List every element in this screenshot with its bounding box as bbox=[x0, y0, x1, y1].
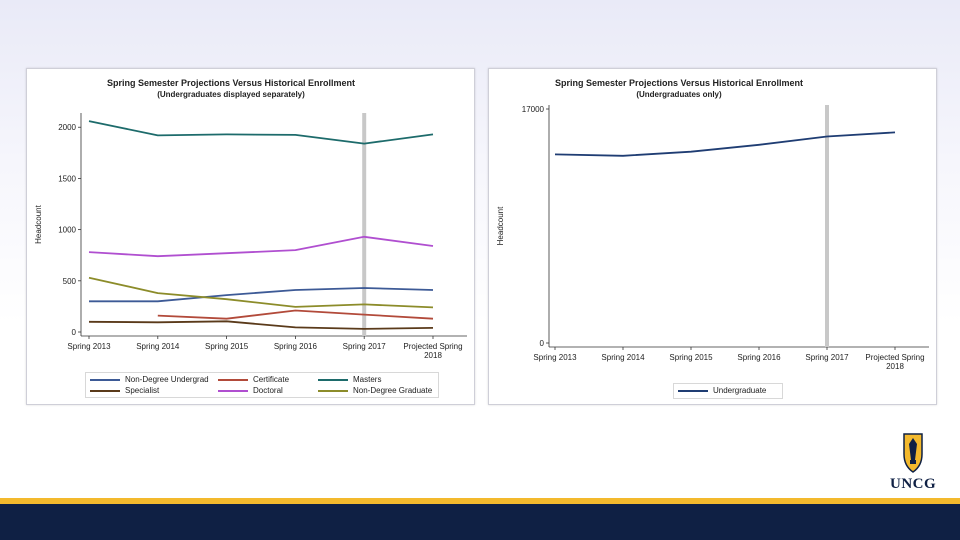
x-tick-label: Spring 2015 bbox=[669, 353, 713, 362]
x-tick-label: Spring 2014 bbox=[601, 353, 645, 362]
uncg-logo: UNCG bbox=[890, 430, 936, 494]
x-tick-label: Projected Spring bbox=[865, 353, 924, 362]
x-tick-label: 2018 bbox=[424, 351, 442, 360]
legend-item-undergraduate: Undergraduate bbox=[678, 386, 766, 395]
legend-item-specialist: Specialist bbox=[90, 386, 159, 395]
y-tick-label: 1500 bbox=[58, 174, 76, 183]
spartan-shield-icon bbox=[903, 433, 923, 473]
legend-swatch bbox=[318, 378, 348, 381]
legend-left: Non-Degree Undergrad Certificate Masters… bbox=[85, 372, 439, 398]
series-line-non-degree-graduate bbox=[88, 276, 434, 309]
chart-panel-right: Spring Semester Projections Versus Histo… bbox=[488, 68, 937, 405]
x-tick-label: 2018 bbox=[886, 362, 904, 371]
y-tick-label: 17000 bbox=[522, 105, 545, 114]
footer-gold-stripe bbox=[0, 498, 960, 504]
legend-item-non-degree-graduate: Non-Degree Graduate bbox=[318, 386, 432, 395]
x-tick-label: Spring 2016 bbox=[737, 353, 781, 362]
series-line-certificate bbox=[157, 309, 434, 320]
x-tick-label: Spring 2017 bbox=[805, 353, 849, 362]
x-tick-label: Spring 2013 bbox=[533, 353, 577, 362]
y-axis-label: Headcount bbox=[34, 204, 43, 243]
legend-swatch bbox=[90, 389, 120, 392]
logo-text: UNCG bbox=[890, 476, 937, 492]
legend-swatch bbox=[318, 389, 348, 392]
legend-item-certificate: Certificate bbox=[218, 375, 289, 384]
legend-right: Undergraduate bbox=[673, 383, 783, 399]
series-line-doctoral bbox=[88, 235, 434, 258]
x-tick-label: Spring 2013 bbox=[67, 342, 111, 351]
x-tick-label: Spring 2014 bbox=[136, 342, 180, 351]
legend-swatch bbox=[90, 378, 120, 381]
series-line-non-degree-undergrad bbox=[89, 287, 434, 303]
legend-swatch bbox=[218, 389, 248, 392]
legend-item-non-degree-undergrad: Non-Degree Undergrad bbox=[90, 375, 209, 384]
y-tick-label: 1000 bbox=[58, 226, 76, 235]
legend-item-doctoral: Doctoral bbox=[218, 386, 283, 395]
chart-panel-left: Spring Semester Projections Versus Histo… bbox=[26, 68, 475, 405]
chart-right: Spring Semester Projections Versus Histo… bbox=[496, 78, 929, 371]
chart-title: Spring Semester Projections Versus Histo… bbox=[555, 78, 803, 88]
x-tick-label: Projected Spring bbox=[403, 342, 462, 351]
chart-subtitle: (Undergraduates only) bbox=[636, 90, 722, 99]
y-tick-label: 500 bbox=[63, 277, 77, 286]
series-line-masters bbox=[88, 120, 434, 145]
footer-bar bbox=[0, 504, 960, 540]
series-line-specialist bbox=[88, 320, 434, 330]
x-tick-label: Spring 2015 bbox=[205, 342, 249, 351]
x-tick-label: Spring 2017 bbox=[343, 342, 387, 351]
legend-item-masters: Masters bbox=[318, 375, 381, 384]
y-axis-label: Headcount bbox=[496, 206, 505, 245]
series-line-undergraduate bbox=[554, 131, 896, 157]
chart-subtitle: (Undergraduates displayed separately) bbox=[157, 90, 305, 99]
legend-swatch bbox=[218, 378, 248, 381]
chart-left: Spring Semester Projections Versus Histo… bbox=[34, 78, 467, 360]
x-tick-label: Spring 2016 bbox=[274, 342, 318, 351]
y-tick-label: 2000 bbox=[58, 123, 76, 132]
chart-title: Spring Semester Projections Versus Histo… bbox=[107, 78, 355, 88]
legend-swatch bbox=[678, 389, 708, 392]
y-tick-label: 0 bbox=[540, 339, 545, 348]
y-tick-label: 0 bbox=[72, 328, 77, 337]
